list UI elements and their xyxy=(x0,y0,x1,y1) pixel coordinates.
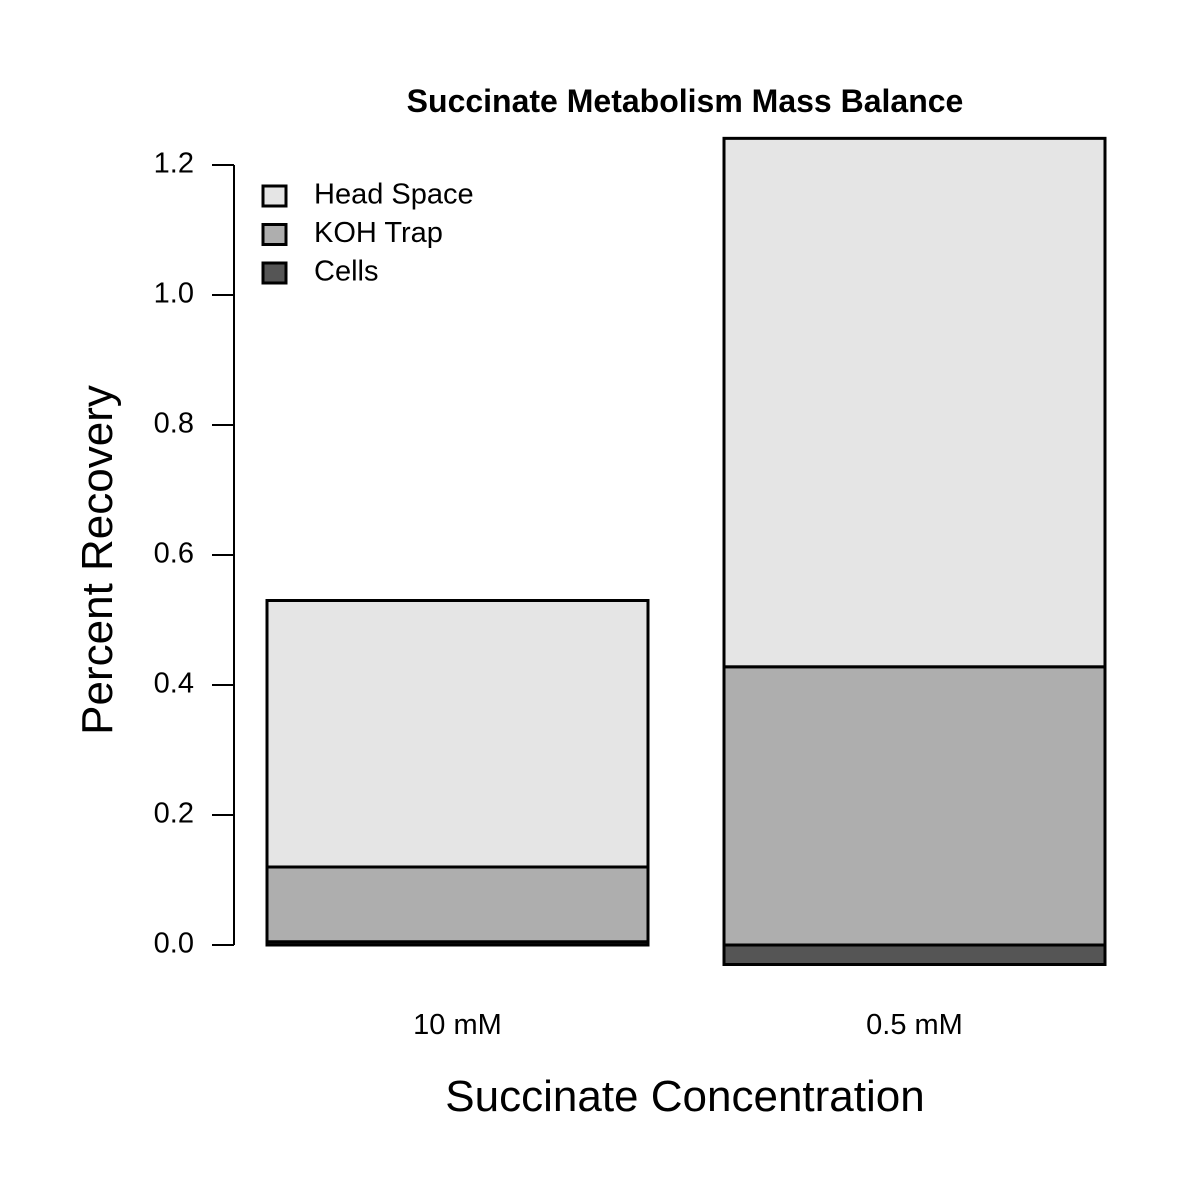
y-tick-label: 1.2 xyxy=(154,148,194,180)
x-axis-label: Succinate Concentration xyxy=(445,1072,924,1121)
x-tick-labels: 10 mM 0.5 mM xyxy=(413,1009,963,1041)
bar-segment-head-space xyxy=(722,136,1107,669)
y-tick-label: 1.0 xyxy=(154,278,194,310)
legend-label: Cells xyxy=(314,256,378,288)
legend-label: Head Space xyxy=(314,179,474,211)
legend-swatch xyxy=(261,184,288,208)
legend-swatch xyxy=(261,223,288,246)
bar-segment-koh-trap xyxy=(265,865,650,944)
y-tick-label: 0.6 xyxy=(154,538,194,570)
bars xyxy=(265,136,1107,966)
bar-segment-cells xyxy=(722,943,1107,966)
legend-swatch xyxy=(261,261,288,285)
y-axis: 0.0 0.2 0.4 0.6 0.8 1.0 1.2 xyxy=(154,148,235,960)
bar-segment-koh-trap xyxy=(722,665,1107,947)
x-tick-label: 10 mM xyxy=(413,1009,502,1041)
chart-title: Succinate Metabolism Mass Balance xyxy=(407,83,964,119)
y-tick-label: 0.0 xyxy=(154,928,194,960)
x-tick-label: 0.5 mM xyxy=(866,1009,963,1041)
legend-label: KOH Trap xyxy=(314,217,443,249)
y-axis-label: Percent Recovery xyxy=(73,385,122,735)
y-tick-label: 0.2 xyxy=(154,798,194,830)
legend: Head Space KOH Trap Cells xyxy=(261,179,474,288)
y-tick-label: 0.8 xyxy=(154,408,194,440)
bar-segment-head-space xyxy=(265,599,650,869)
y-tick-label: 0.4 xyxy=(154,668,194,700)
